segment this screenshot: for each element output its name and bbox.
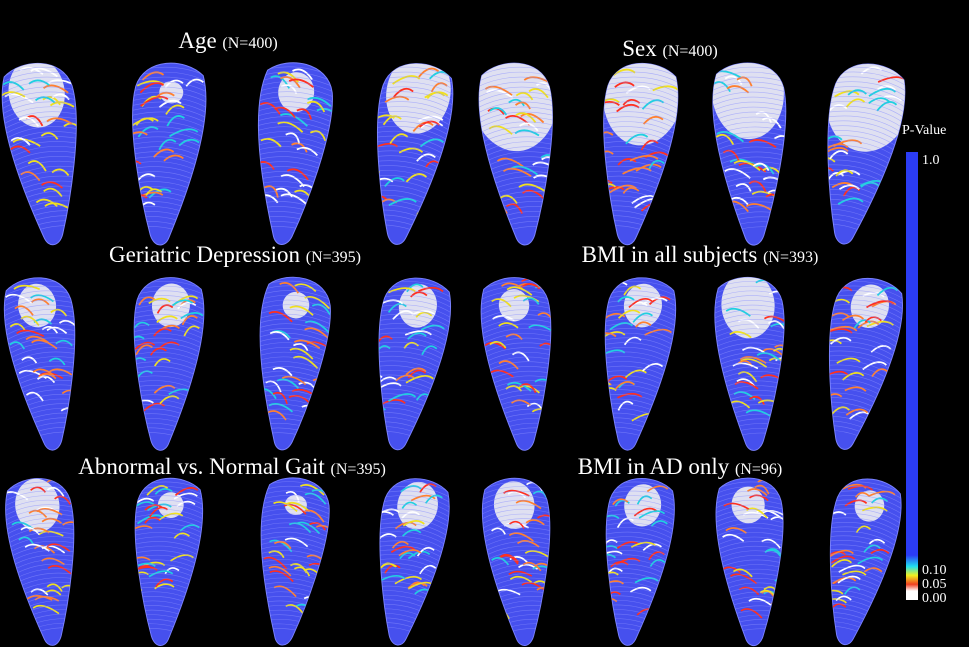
surface: [259, 276, 331, 451]
structure: [713, 477, 792, 647]
panel-title: BMI in AD only (N=96): [578, 454, 782, 479]
surface: [715, 477, 784, 647]
panel-title: Sex (N=400): [622, 36, 717, 61]
surface: [260, 477, 330, 646]
structure: [122, 477, 207, 646]
title: BMI in all subjects: [582, 242, 758, 267]
structure: [474, 59, 567, 246]
sample-size: (N=395): [306, 249, 361, 266]
panel-title: Geriatric Depression (N=395): [109, 242, 361, 267]
title: BMI in AD only: [578, 454, 730, 479]
surface: [3, 277, 76, 451]
structure: [585, 58, 684, 246]
colorbar-title: P-Value: [902, 123, 946, 138]
structure: [0, 276, 92, 451]
colorbar-label: 1.0: [922, 153, 940, 168]
structure: [118, 61, 211, 246]
structure: [712, 274, 794, 451]
structure: [589, 477, 680, 646]
title: Sex: [622, 36, 657, 61]
surface: [133, 277, 205, 451]
title: Geriatric Depression: [109, 242, 300, 267]
panel-title: BMI in all subjects (N=393): [582, 242, 819, 267]
colorbar: [906, 152, 918, 600]
colorbar-label: 0.05: [922, 577, 947, 592]
structure: [0, 58, 95, 246]
surface: [480, 277, 552, 451]
surface: [378, 277, 451, 451]
structure: [359, 477, 455, 646]
structure: [251, 276, 333, 451]
structure: [807, 477, 908, 646]
colorbar-label: 0.10: [922, 563, 947, 578]
sample-size: (N=393): [763, 249, 818, 266]
structure: [709, 60, 796, 246]
structure: [120, 276, 208, 451]
sample-size: (N=395): [331, 461, 386, 478]
title: Abnormal vs. Normal Gait: [78, 454, 325, 479]
sample-size: (N=400): [222, 35, 277, 52]
sample-size: (N=400): [663, 43, 718, 60]
structure: [478, 477, 563, 646]
structure: [355, 57, 459, 245]
surface: [132, 62, 207, 246]
structure: [0, 477, 91, 646]
structure: [249, 61, 336, 245]
sample-size: (N=96): [735, 461, 782, 478]
structure: [588, 276, 681, 451]
structure: [253, 476, 332, 646]
surface: [604, 277, 677, 451]
surface: [134, 477, 204, 646]
title: Age: [178, 28, 216, 53]
panel-title: Abnormal vs. Normal Gait (N=395): [78, 454, 386, 479]
structure: [805, 276, 910, 451]
colorbar-label: 0.00: [922, 591, 947, 606]
structure: [477, 276, 565, 451]
panel-title: Age (N=400): [178, 28, 277, 53]
structure: [358, 276, 457, 451]
